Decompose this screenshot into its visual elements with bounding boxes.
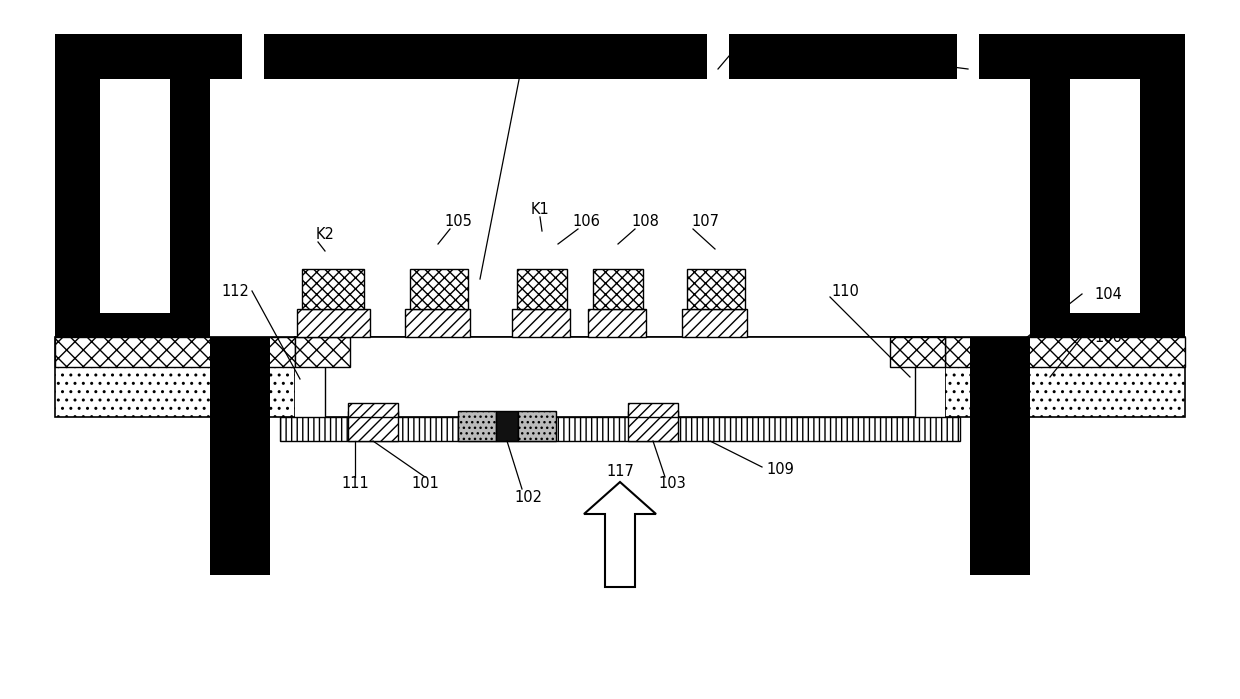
Text: K2: K2 (315, 226, 335, 241)
Bar (55, 337, 1185, 417)
Bar (303, 269, 365, 309)
Text: 116: 116 (1096, 34, 1123, 48)
Bar (1070, 79, 1140, 315)
Text: K1: K1 (531, 201, 549, 217)
Text: 106: 106 (572, 213, 600, 229)
Bar (518, 411, 556, 441)
Bar (890, 337, 945, 367)
Bar (55, 79, 100, 337)
Bar (298, 309, 370, 337)
Text: 112: 112 (221, 284, 249, 298)
Bar (242, 34, 264, 79)
Bar (496, 411, 518, 441)
Bar (410, 269, 467, 309)
Bar (627, 411, 678, 441)
Bar (1140, 79, 1185, 337)
Bar (55, 34, 1185, 79)
Text: 102: 102 (515, 489, 542, 505)
FancyArrow shape (584, 482, 656, 587)
Bar (687, 269, 745, 309)
Bar (280, 417, 960, 441)
Bar (55, 337, 295, 367)
Bar (945, 337, 1185, 367)
Bar (295, 337, 350, 367)
Bar (55, 313, 210, 337)
Text: 103: 103 (658, 477, 686, 491)
Bar (405, 309, 470, 337)
Bar (1030, 79, 1070, 315)
Bar (627, 403, 678, 417)
Text: 114: 114 (806, 34, 833, 48)
Bar (957, 34, 980, 79)
Text: 100: 100 (1094, 329, 1122, 345)
Bar (348, 403, 398, 417)
Bar (588, 309, 646, 337)
Bar (517, 269, 567, 309)
Text: 117: 117 (606, 463, 634, 479)
Bar (512, 309, 570, 337)
Text: 101: 101 (412, 477, 439, 491)
Bar (458, 411, 496, 441)
Bar (593, 269, 644, 309)
Bar (707, 34, 729, 79)
Text: 105: 105 (444, 213, 472, 229)
Text: 113: 113 (511, 34, 539, 48)
Text: 111: 111 (341, 477, 368, 491)
Text: 115: 115 (141, 34, 169, 48)
Bar (295, 362, 325, 417)
Bar (170, 79, 210, 315)
Bar (295, 337, 945, 417)
Text: 110: 110 (831, 284, 859, 298)
Bar (100, 79, 170, 315)
Text: 104: 104 (1094, 287, 1122, 301)
Bar (970, 337, 1030, 575)
Bar (682, 309, 746, 337)
Text: K3: K3 (735, 34, 754, 48)
Text: 107: 107 (691, 213, 719, 229)
Bar (348, 411, 398, 441)
Text: 109: 109 (766, 461, 794, 477)
Bar (915, 362, 945, 417)
Bar (210, 337, 270, 575)
Text: 108: 108 (631, 213, 658, 229)
Bar (1030, 313, 1185, 337)
